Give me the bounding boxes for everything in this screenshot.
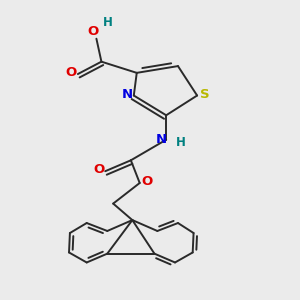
Text: N: N (122, 88, 133, 100)
Text: S: S (200, 88, 210, 100)
Text: N: N (156, 133, 167, 146)
Text: H: H (176, 136, 185, 149)
Text: O: O (141, 175, 153, 188)
Text: O: O (88, 25, 99, 38)
Text: O: O (65, 66, 76, 79)
Text: O: O (93, 163, 104, 176)
Text: H: H (103, 16, 113, 29)
